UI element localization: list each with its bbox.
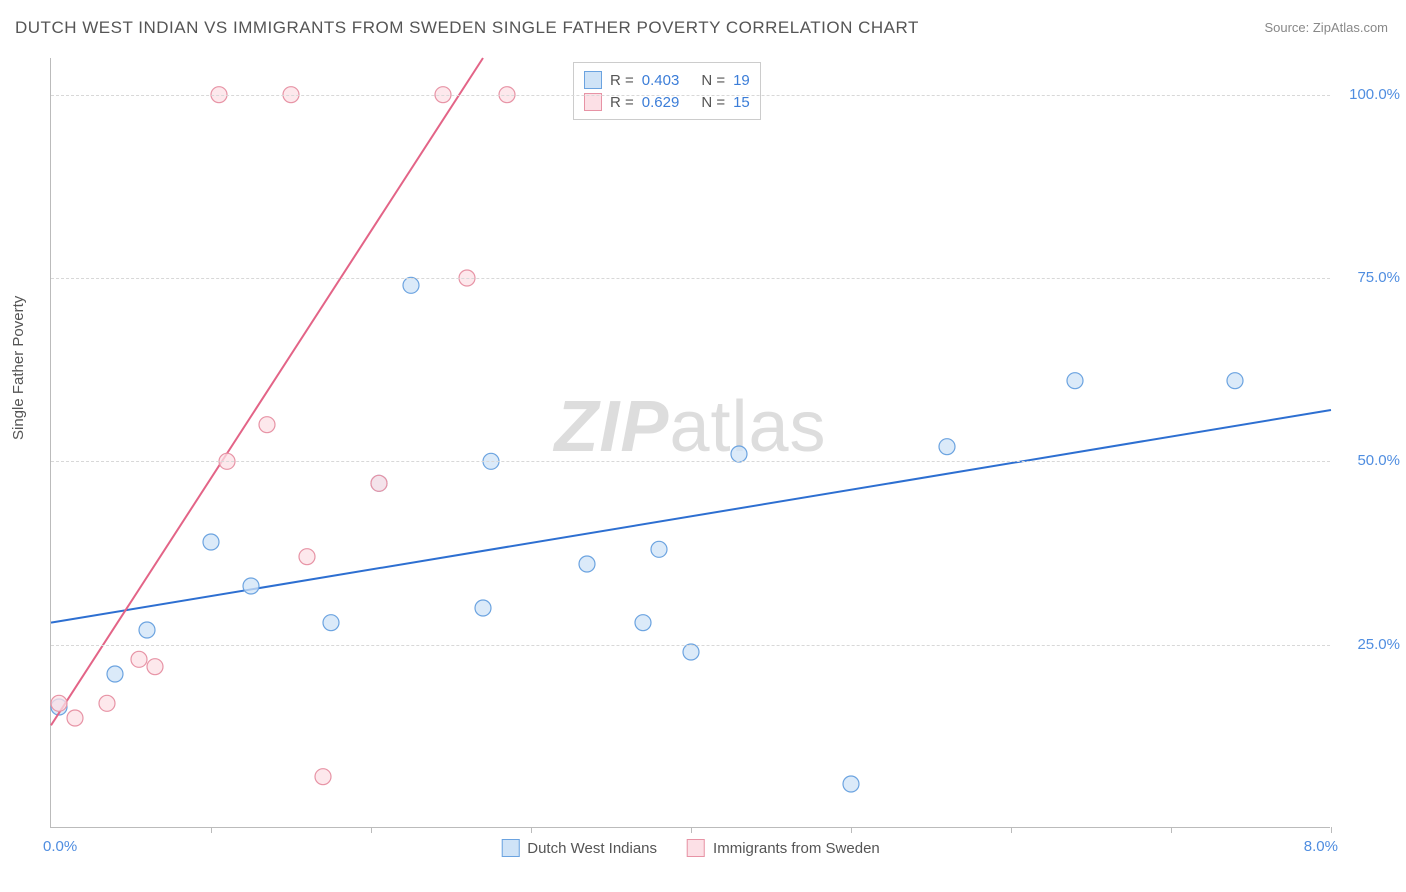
- series-legend: Dutch West Indians Immigrants from Sweden: [501, 839, 880, 857]
- x-tick: [1011, 827, 1012, 833]
- n-value: 15: [733, 94, 750, 111]
- data-point: [259, 417, 275, 433]
- legend-swatch: [501, 839, 519, 857]
- data-point: [939, 439, 955, 455]
- legend-series-label: Dutch West Indians: [527, 840, 657, 857]
- chart-plot-area: ZIPatlas R =0.403N =19R =0.629N =15 Dutc…: [50, 58, 1330, 828]
- r-value: 0.403: [642, 72, 680, 89]
- data-point: [635, 615, 651, 631]
- data-point: [579, 556, 595, 572]
- trendline: [51, 410, 1331, 623]
- gridline: [51, 278, 1330, 279]
- data-point: [51, 695, 67, 711]
- legend-stat-row: R = 0.403 N = 19: [584, 69, 750, 91]
- data-point: [299, 549, 315, 565]
- x-tick: [211, 827, 212, 833]
- data-point: [403, 277, 419, 293]
- legend-swatch: [584, 71, 602, 89]
- data-point: [1227, 373, 1243, 389]
- y-axis-label: Single Father Poverty: [10, 296, 27, 440]
- n-value: 19: [733, 72, 750, 89]
- data-point: [203, 534, 219, 550]
- y-tick-label: 25.0%: [1340, 636, 1400, 653]
- legend-swatch: [584, 93, 602, 111]
- chart-title: DUTCH WEST INDIAN VS IMMIGRANTS FROM SWE…: [15, 18, 919, 38]
- data-point: [683, 644, 699, 660]
- r-label: R =: [610, 72, 634, 89]
- x-tick: [531, 827, 532, 833]
- gridline: [51, 95, 1330, 96]
- data-point: [315, 769, 331, 785]
- data-point: [1067, 373, 1083, 389]
- gridline: [51, 645, 1330, 646]
- data-point: [99, 695, 115, 711]
- data-point: [651, 541, 667, 557]
- gridline: [51, 461, 1330, 462]
- data-point: [67, 710, 83, 726]
- data-point: [131, 651, 147, 667]
- data-point: [147, 659, 163, 675]
- data-point: [843, 776, 859, 792]
- y-tick-label: 75.0%: [1340, 269, 1400, 286]
- scatter-plot-svg: [51, 58, 1330, 827]
- correlation-legend: R = 0.403 N = 19 R = 0.629 N = 15: [573, 62, 761, 120]
- x-axis-min-label: 0.0%: [43, 838, 77, 855]
- legend-series-item: Dutch West Indians: [501, 839, 657, 857]
- data-point: [731, 446, 747, 462]
- x-axis-max-label: 8.0%: [1304, 838, 1338, 855]
- n-label: N =: [701, 72, 725, 89]
- n-label: N =: [701, 94, 725, 111]
- y-tick-label: 50.0%: [1340, 452, 1400, 469]
- legend-swatch: [687, 839, 705, 857]
- data-point: [139, 622, 155, 638]
- data-point: [475, 600, 491, 616]
- x-tick: [1331, 827, 1332, 833]
- data-point: [371, 475, 387, 491]
- legend-series-item: Immigrants from Sweden: [687, 839, 880, 857]
- x-tick: [691, 827, 692, 833]
- r-label: R =: [610, 94, 634, 111]
- y-tick-label: 100.0%: [1340, 86, 1400, 103]
- data-point: [323, 615, 339, 631]
- data-point: [107, 666, 123, 682]
- x-tick: [851, 827, 852, 833]
- x-tick: [1171, 827, 1172, 833]
- data-point: [243, 578, 259, 594]
- r-value: 0.629: [642, 94, 680, 111]
- legend-series-label: Immigrants from Sweden: [713, 840, 880, 857]
- source-attribution: Source: ZipAtlas.com: [1264, 20, 1388, 35]
- x-tick: [371, 827, 372, 833]
- trendline: [51, 58, 483, 725]
